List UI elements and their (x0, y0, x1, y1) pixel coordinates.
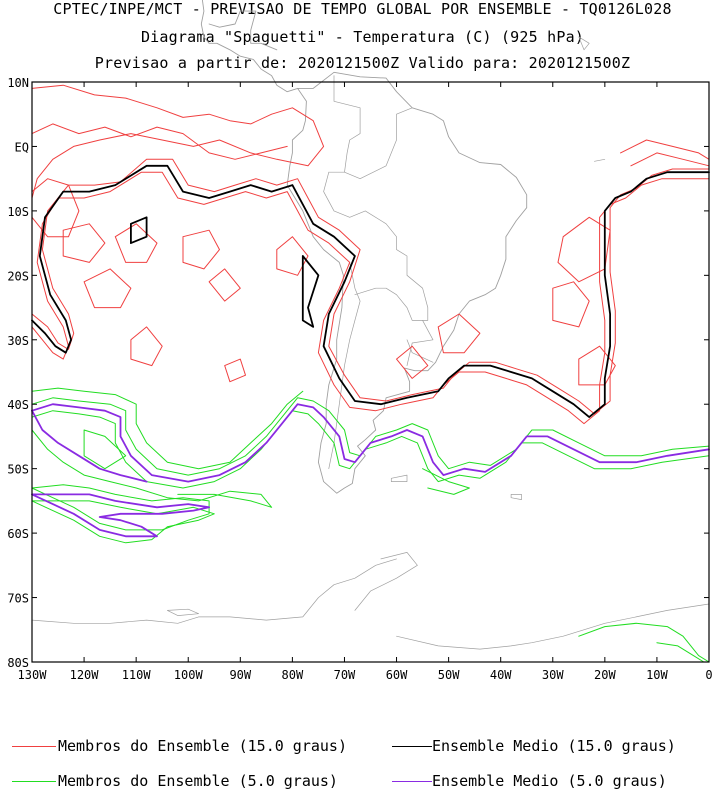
x-tick-label: 120W (70, 668, 100, 682)
x-tick-label: 100W (174, 668, 204, 682)
series-line-mean15 (301, 255, 320, 328)
series-line-members15 (83, 268, 132, 309)
y-tick-label: 60S (7, 527, 29, 541)
legend-swatch (392, 781, 432, 782)
y-tick-label: 40S (7, 398, 29, 412)
x-tick-label: 80W (282, 668, 304, 682)
series-line-members15 (224, 358, 246, 383)
series-line-members5 (578, 622, 710, 663)
y-tick-label: 70S (7, 592, 29, 606)
series-line-members5 (656, 642, 705, 663)
series-line-members15 (630, 152, 710, 167)
coastline-island (390, 474, 408, 482)
x-tick-label: 130W (18, 668, 48, 682)
x-tick-label: 50W (438, 668, 460, 682)
series-line-members5 (31, 410, 710, 489)
legend-label: Membros do Ensemble (15.0 graus) (58, 737, 347, 755)
plot-area (32, 82, 709, 662)
members-5-layer (31, 387, 710, 663)
coastline-map (31, 0, 710, 650)
series-line-mean15 (130, 216, 148, 244)
series-line-members5 (422, 468, 470, 495)
series-line-members15 (31, 123, 288, 160)
country-border (323, 171, 351, 218)
coastline-island (354, 552, 418, 611)
series-line-members15 (182, 229, 220, 270)
x-tick-label: 40W (490, 668, 512, 682)
series-line-members15 (208, 268, 241, 302)
coastline-island (578, 36, 590, 51)
coastline-island (510, 494, 522, 500)
y-tick-label: 10S (7, 205, 29, 219)
country-border (406, 339, 434, 363)
series-line-mean5 (31, 409, 148, 483)
x-tick-label: 20W (594, 668, 616, 682)
series-line-members15 (31, 178, 80, 238)
y-tick-label: 20S (7, 269, 29, 283)
x-tick-label: 90W (229, 668, 251, 682)
legend-label: Ensemble Medio (15.0 graus) (432, 737, 676, 755)
series-line-members15 (130, 326, 163, 367)
country-border (328, 75, 361, 173)
series-line-members5 (31, 500, 215, 544)
y-tick-label: 10N (7, 76, 29, 90)
country-border (328, 262, 361, 470)
series-line-members15 (437, 313, 481, 354)
legend-swatch (392, 746, 432, 747)
country-border (406, 320, 434, 366)
chart-forecast-info: Previsao a partir de: 2020121500Z Valido… (94, 54, 631, 72)
y-tick-label: 30S (7, 334, 29, 348)
plot-frame (31, 81, 710, 663)
series-line-members15 (396, 345, 429, 379)
chart-subtitle: Diagrama "Spaguetti" - Temperatura (C) (… (140, 28, 585, 46)
series-line-members15 (620, 139, 710, 160)
series-line-members5 (31, 387, 304, 470)
coastline-yucatan (208, 10, 278, 51)
series-line-members15 (62, 223, 106, 263)
x-tick-label: 10W (646, 668, 668, 682)
mean-5-layer (31, 403, 710, 538)
chart-title: CPTEC/INPE/MCT - PREVISAO DE TEMPO GLOBA… (53, 0, 672, 18)
series-line-members5 (31, 429, 273, 508)
coastline-central-america (200, 0, 299, 93)
legend-label: Membros do Ensemble (5.0 graus) (58, 772, 338, 790)
coastline-south-america (286, 71, 528, 494)
y-tick-label: EQ (15, 140, 29, 154)
series-line-members15 (578, 345, 616, 386)
x-tick-label: 0 (705, 668, 712, 682)
legend-swatch (12, 746, 56, 747)
series-line-members15 (31, 84, 325, 199)
x-tick-label: 110W (122, 668, 152, 682)
series-line-mean15 (31, 164, 710, 418)
coastline-island (31, 558, 397, 624)
series-line-members15 (552, 281, 590, 328)
y-tick-label: 80S (7, 656, 29, 670)
series-line-members5 (31, 397, 710, 476)
mean-15-layer (31, 164, 710, 418)
x-tick-label: 60W (386, 668, 408, 682)
series-line-mean5 (31, 493, 210, 538)
country-border (349, 210, 429, 321)
series-line-members5 (83, 429, 127, 470)
series-line-members15 (114, 223, 158, 263)
coastline-island (396, 603, 710, 650)
coastline-island (167, 608, 199, 616)
series-line-mean5 (31, 403, 710, 483)
legend-swatch (12, 781, 56, 782)
legend-label: Ensemble Medio (5.0 graus) (432, 772, 667, 790)
x-tick-label: 70W (334, 668, 356, 682)
x-tick-label: 30W (542, 668, 564, 682)
series-line-members5 (31, 484, 210, 531)
y-tick-label: 50S (7, 463, 29, 477)
coastline-island (594, 158, 606, 162)
axes: 130W 120W 110W 100W 90W 80W 70W 60W 50W 40W 30W 20W… (7, 76, 712, 682)
country-border (344, 107, 413, 180)
